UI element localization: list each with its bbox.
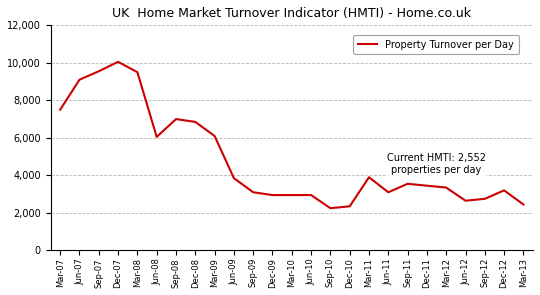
Line: Property Turnover per Day: Property Turnover per Day [60, 62, 523, 208]
Property Turnover per Day [211, 134, 218, 138]
Property Turnover per Day [115, 60, 122, 64]
Property Turnover per Day [57, 108, 63, 112]
Property Turnover per Day [385, 191, 392, 194]
Property Turnover per Day [96, 70, 102, 73]
Property Turnover per Day [424, 184, 430, 187]
Legend: Property Turnover per Day: Property Turnover per Day [353, 35, 518, 54]
Property Turnover per Day [76, 78, 83, 81]
Title: UK  Home Market Turnover Indicator (HMTI) - Home.co.uk: UK Home Market Turnover Indicator (HMTI)… [112, 7, 471, 20]
Property Turnover per Day [173, 117, 179, 121]
Property Turnover per Day [153, 135, 160, 139]
Property Turnover per Day [520, 203, 526, 206]
Property Turnover per Day [443, 186, 449, 189]
Property Turnover per Day [250, 191, 256, 194]
Property Turnover per Day [462, 199, 469, 202]
Text: Current HMTI: 2,552
properties per day: Current HMTI: 2,552 properties per day [387, 153, 486, 175]
Property Turnover per Day [308, 193, 314, 197]
Property Turnover per Day [231, 176, 237, 180]
Property Turnover per Day [501, 189, 508, 192]
Property Turnover per Day [288, 193, 295, 197]
Property Turnover per Day [327, 206, 334, 210]
Property Turnover per Day [404, 182, 411, 186]
Property Turnover per Day [269, 193, 276, 197]
Property Turnover per Day [366, 176, 372, 179]
Property Turnover per Day [192, 120, 199, 124]
Property Turnover per Day [482, 197, 488, 201]
Property Turnover per Day [134, 71, 140, 74]
Property Turnover per Day [347, 204, 353, 208]
